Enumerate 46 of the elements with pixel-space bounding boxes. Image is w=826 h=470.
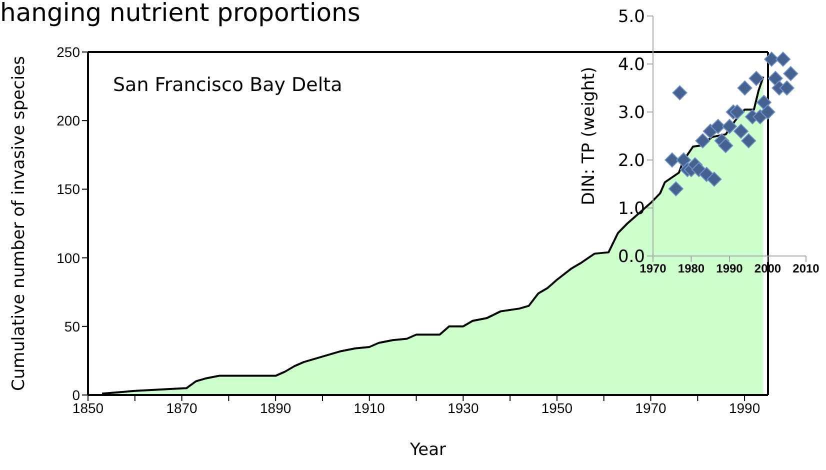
point	[668, 181, 684, 196]
point	[733, 124, 748, 139]
x-tick-label: 1990	[716, 262, 744, 276]
y-tick-label: 200	[56, 112, 80, 129]
y-tick-label: 150	[56, 181, 80, 198]
x-tick-label: 1990	[728, 400, 760, 416]
y-tick-label: 50	[64, 318, 80, 334]
y-tick-label: 100	[56, 250, 80, 266]
point	[706, 172, 722, 187]
y-tick-label: 4.0	[618, 55, 645, 76]
x-axis-title: Year	[409, 440, 446, 460]
point	[695, 133, 710, 148]
x-tick-label: 1970	[640, 262, 667, 276]
point	[730, 104, 745, 120]
point	[718, 138, 734, 154]
x-tick-label: 1910	[354, 400, 386, 416]
point	[664, 152, 680, 168]
point	[760, 104, 776, 120]
y-tick-label: 2.0	[618, 151, 645, 172]
y-axis-title: DIN: TP (weight)	[579, 66, 600, 206]
x-tick-label: 1890	[260, 400, 292, 416]
point	[776, 52, 791, 67]
x-tick-label: 2010	[792, 262, 820, 276]
x-tick-label: 1870	[166, 400, 198, 416]
point	[783, 66, 798, 82]
y-axis-title: Cumulative number of invasive species	[9, 56, 30, 391]
point	[768, 70, 783, 86]
x-tick-label: 1930	[448, 400, 479, 416]
y-tick-label: 3.0	[618, 103, 645, 124]
point	[722, 118, 737, 134]
point	[764, 52, 780, 67]
point	[710, 118, 726, 134]
x-tick-label: 1980	[678, 262, 705, 276]
annotation: San Francisco Bay Delta	[113, 74, 342, 96]
point	[676, 152, 692, 168]
point	[672, 85, 688, 100]
y-tick-label: 250	[56, 44, 80, 60]
point	[756, 94, 772, 110]
point	[737, 80, 752, 96]
x-tick-label: 1970	[635, 400, 667, 416]
y-tick-label: 5.0	[618, 7, 645, 28]
point	[741, 133, 756, 148]
x-tick-label: 1950	[541, 400, 573, 416]
point	[779, 80, 794, 96]
chart-title: hanging nutrient proportions	[0, 0, 360, 27]
point	[748, 70, 764, 86]
